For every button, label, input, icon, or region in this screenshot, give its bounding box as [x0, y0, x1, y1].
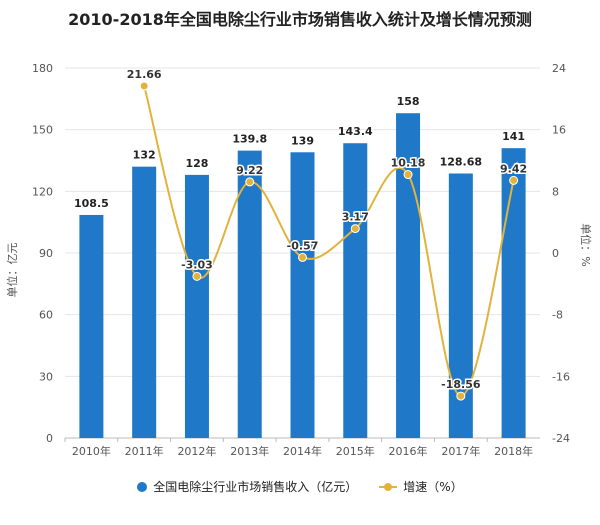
y2-tick-label: -8: [552, 309, 563, 322]
x-tick-label: 2017年: [441, 444, 480, 458]
growth-value-label: 21.66: [127, 68, 162, 81]
y-tick-label: 120: [32, 185, 53, 198]
x-tick-label: 2011年: [125, 444, 164, 458]
legend-label: 增速（%）: [403, 480, 463, 494]
bar: [237, 150, 262, 438]
y-tick-label: 150: [32, 124, 53, 137]
bar-value-label: 139: [291, 134, 314, 147]
growth-point: [509, 175, 519, 185]
y2-tick-label: -16: [552, 370, 570, 383]
y2-tick-label: -24: [552, 432, 570, 445]
bar-value-label: 128.68: [440, 155, 482, 168]
growth-point: [403, 170, 413, 180]
y-tick-label: 180: [32, 62, 53, 75]
bar-value-label: 158: [397, 95, 420, 108]
growth-point: [350, 224, 360, 234]
y-axis-title: 单位：亿元: [5, 243, 19, 298]
growth-value-label: 3.17: [342, 211, 369, 224]
chart-title: 2010-2018年全国电除尘行业市场销售收入统计及增长情况预测: [68, 10, 532, 29]
y2-tick-label: 0: [552, 247, 559, 260]
growth-point: [192, 271, 202, 281]
bar-value-label: 128: [185, 157, 208, 170]
bar-value-label: 139.8: [232, 133, 267, 146]
growth-point: [456, 391, 466, 401]
x-tick-label: 2010年: [72, 444, 111, 458]
x-tick-label: 2014年: [283, 444, 322, 458]
bar-value-label: 143.4: [338, 125, 373, 138]
growth-value-label: 9.42: [500, 162, 527, 175]
bar-value-label: 132: [133, 149, 156, 162]
growth-point: [298, 252, 307, 262]
growth-value-label: -0.57: [287, 239, 319, 252]
y2-axis-title: 单位：%: [579, 223, 593, 266]
growth-value-label: -3.03: [181, 258, 213, 271]
bar: [343, 143, 368, 438]
y2-tick-label: 8: [552, 185, 559, 198]
bar: [501, 148, 526, 438]
y2-tick-label: 16: [552, 124, 566, 137]
bar: [290, 152, 315, 438]
y-tick-label: 60: [39, 309, 53, 322]
legend-line-marker-icon: [379, 482, 398, 492]
legend-label: 全国电除尘行业市场销售收入（亿元）: [153, 480, 358, 494]
bar: [184, 174, 209, 438]
bar: [132, 166, 157, 438]
x-tick-label: 2018年: [494, 444, 533, 458]
bar-value-label: 108.5: [74, 197, 109, 210]
legend-item-revenue[interactable]: 全国电除尘行业市场销售收入（亿元）: [137, 478, 357, 495]
legend: 全国电除尘行业市场销售收入（亿元） 增速（%）: [0, 478, 600, 495]
x-tick-label: 2012年: [177, 444, 216, 458]
bar-value-label: 141: [502, 130, 525, 143]
y-tick-label: 0: [46, 432, 53, 445]
x-tick-label: 2015年: [336, 444, 375, 458]
legend-item-growth[interactable]: 增速（%）: [379, 478, 463, 495]
y2-tick-label: 24: [552, 62, 566, 75]
growth-point: [139, 81, 149, 91]
x-tick-label: 2013年: [230, 444, 269, 458]
growth-value-label: -18.56: [441, 378, 481, 391]
legend-bar-marker-icon: [137, 481, 148, 492]
growth-point: [245, 177, 255, 187]
y-tick-label: 90: [39, 247, 53, 260]
bar: [79, 214, 104, 438]
x-tick-label: 2016年: [389, 444, 428, 458]
growth-value-label: 10.18: [391, 157, 426, 170]
y-tick-label: 30: [39, 370, 53, 383]
growth-value-label: 9.22: [236, 164, 263, 177]
